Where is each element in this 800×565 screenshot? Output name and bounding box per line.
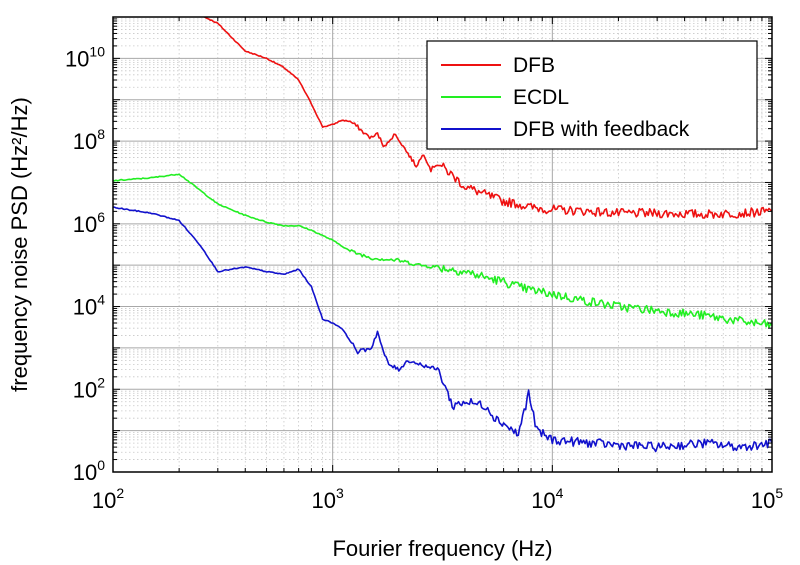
x-tick-label: 105 [751, 485, 783, 513]
ticks [112, 17, 772, 473]
legend-label: ECDL [513, 86, 569, 109]
y-tick-label: 1010 [65, 43, 105, 71]
series-layer [113, 17, 772, 453]
series-line-2 [113, 206, 772, 453]
x-tick-label: 102 [92, 485, 124, 513]
legend-label: DFB with feedback [513, 118, 690, 141]
legend: DFB ECDL DFB with feedback [426, 40, 758, 150]
x-axis-label: Fourier frequency (Hz) [332, 536, 552, 561]
y-tick-label: 100 [73, 457, 105, 485]
y-tick-label: 106 [73, 209, 105, 237]
series-line-0 [202, 17, 772, 219]
y-tick-label: 108 [73, 126, 105, 154]
y-tick-label: 102 [73, 374, 105, 402]
x-tick-label: 103 [312, 485, 344, 513]
series-line-1 [113, 173, 772, 329]
y-axis-label: frequency noise PSD (Hz²/Hz) [7, 97, 32, 392]
x-tick-label: 104 [531, 485, 563, 513]
y-tick-label: 104 [73, 292, 105, 320]
plot-frame [112, 16, 773, 473]
legend-box [426, 40, 758, 150]
legend-label: DFB [513, 54, 555, 77]
